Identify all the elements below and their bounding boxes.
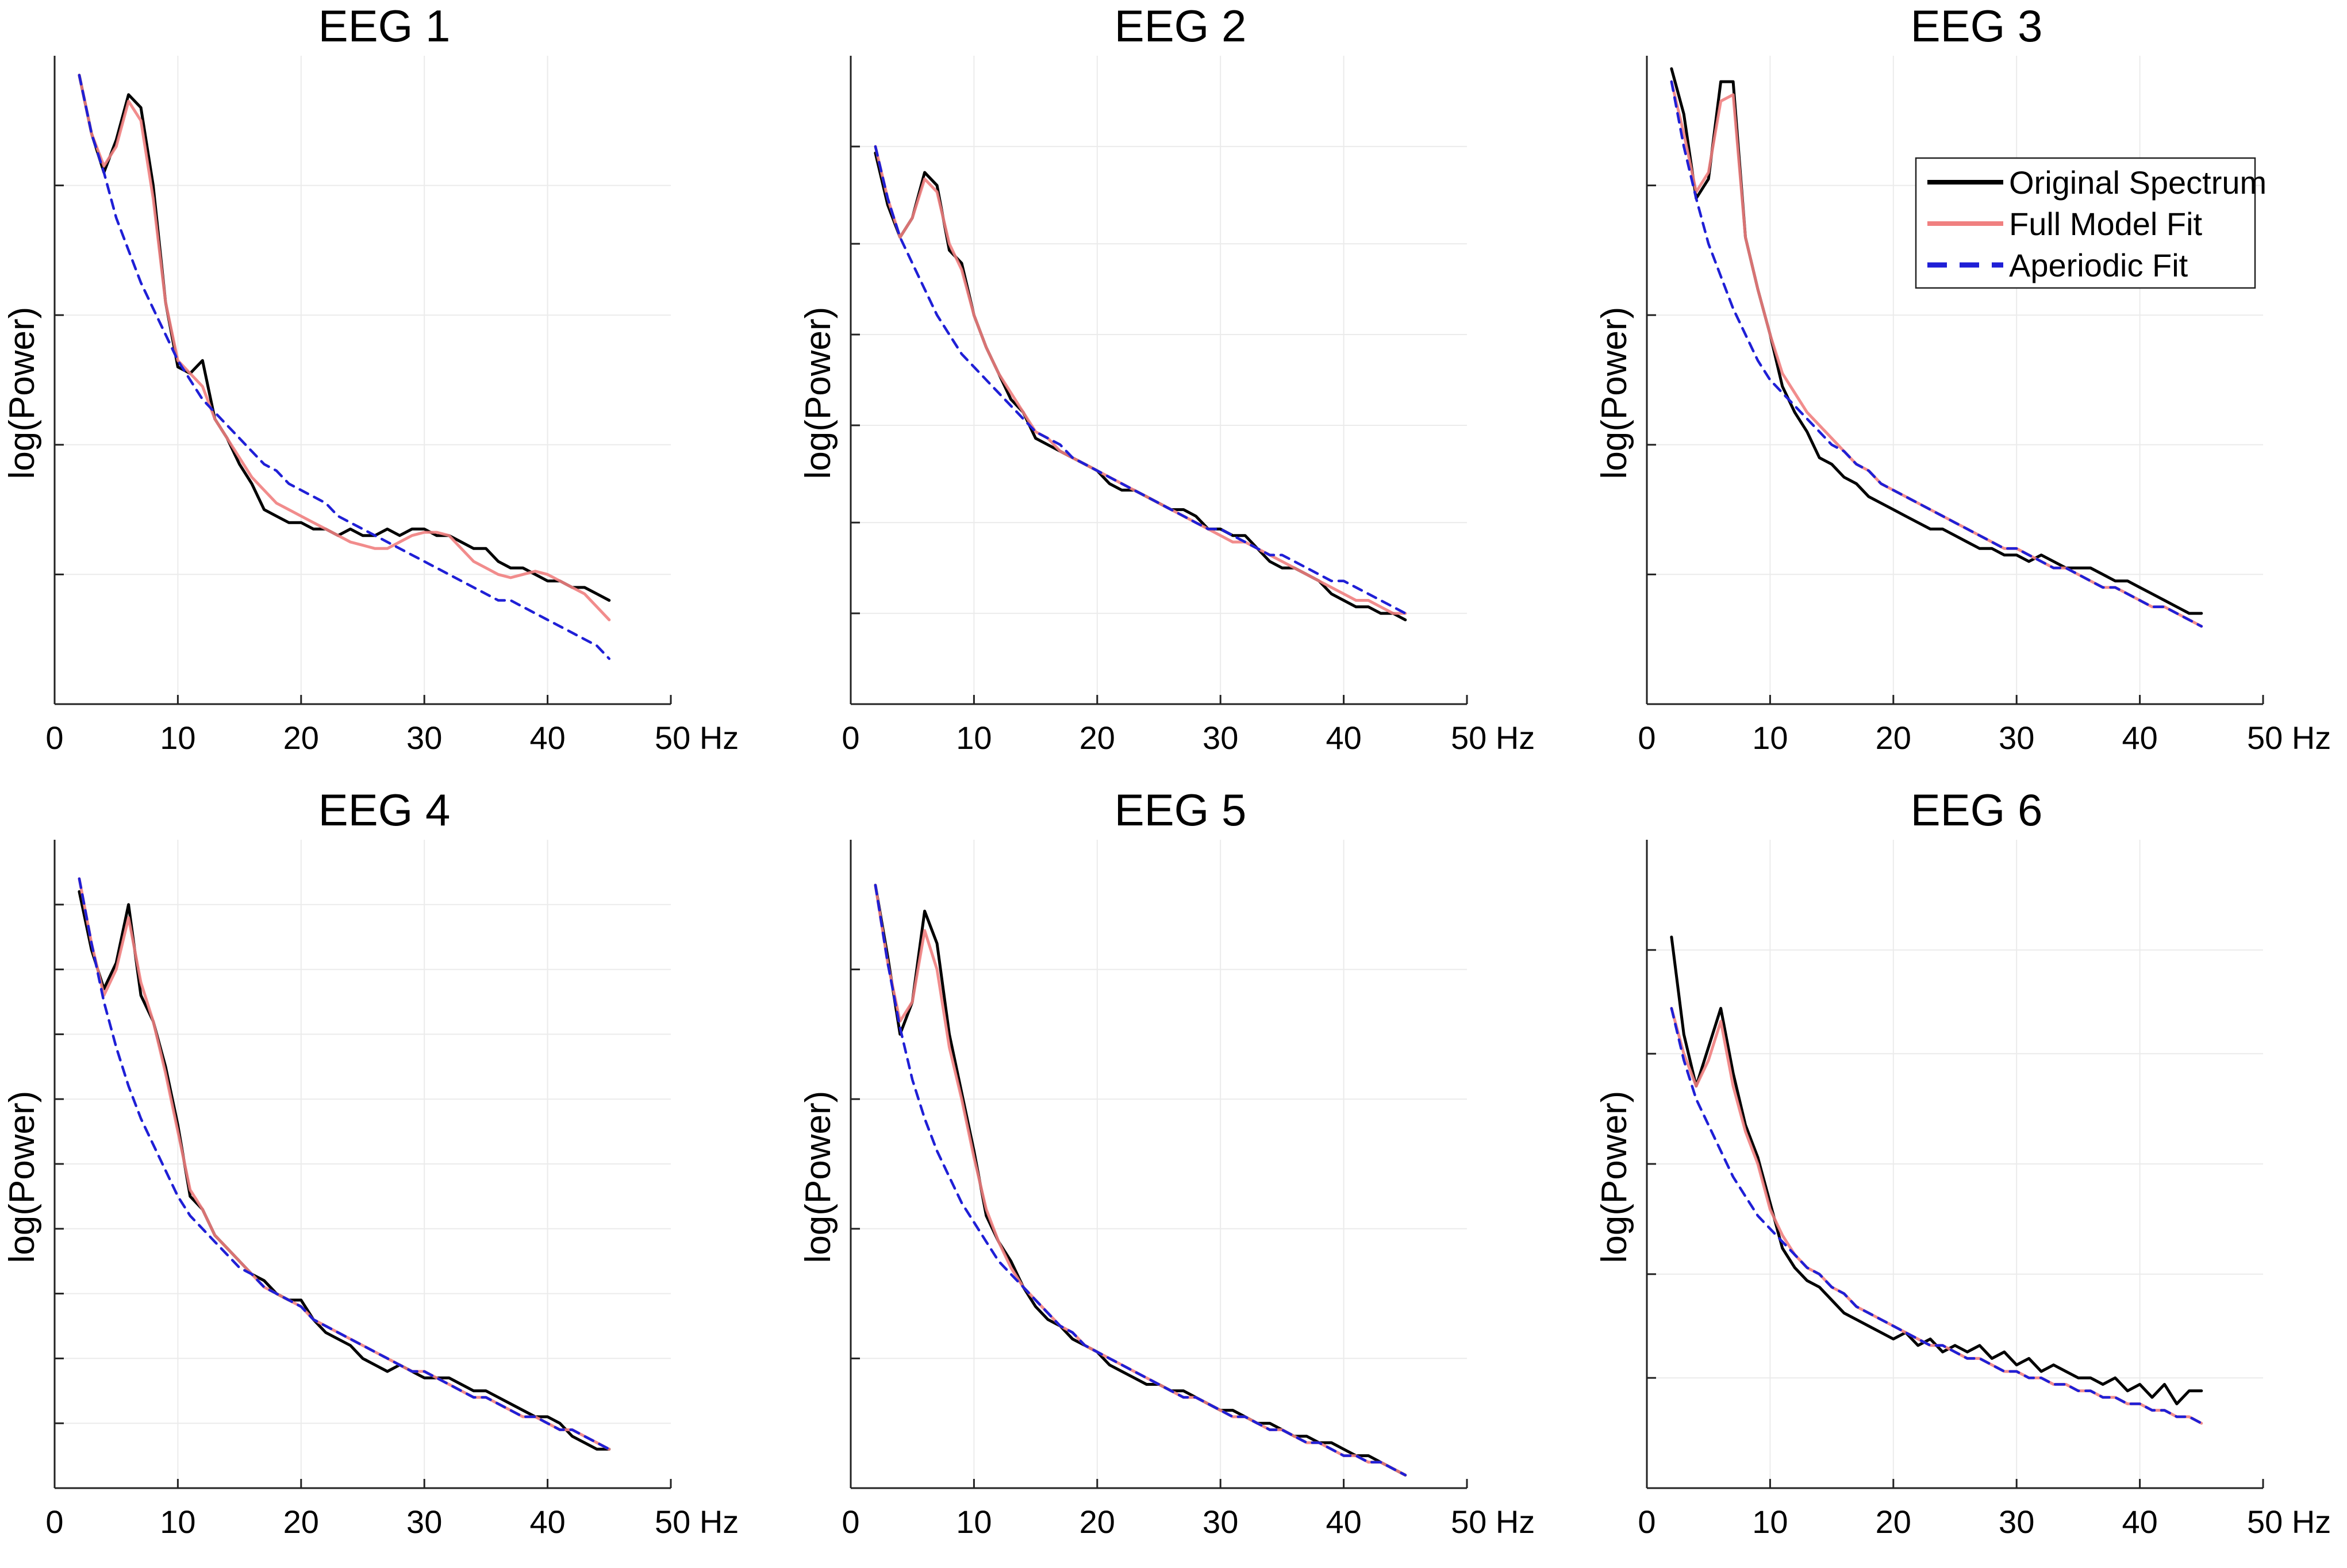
x-tick-label: 50 Hz	[655, 1504, 739, 1540]
x-tick-label: 10	[1752, 720, 1788, 756]
x-tick-label: 10	[160, 720, 195, 756]
chart-title: EEG 6	[1911, 785, 2043, 835]
chart-panel: EEG 3 0 10 20 30 40 50 Hz log(Power) Original Sp…	[1592, 0, 2347, 784]
series-line-full-model-fit	[78, 74, 611, 621]
chart-title: EEG 2	[1115, 1, 1247, 51]
legend-label: Aperiodic Fit	[2009, 247, 2188, 283]
x-tick-label: 40	[2122, 1504, 2157, 1540]
x-tick-label: 10	[1752, 1504, 1788, 1540]
series-line-aperiodic-fit	[874, 145, 1407, 615]
x-tick-label: 30	[406, 720, 442, 756]
x-tick-label: 0	[45, 720, 63, 756]
y-axis-label: log(Power)	[1595, 1091, 1634, 1263]
chart-panel: EEG 1 0 10 20 30 40 50 Hz log(Power)	[0, 0, 793, 784]
chart-title: EEG 1	[318, 1, 451, 51]
x-tick-label: 30	[1999, 1504, 2034, 1540]
x-tick-label: 20	[1080, 720, 1115, 756]
x-tick-label: 30	[1203, 720, 1238, 756]
chart-title: EEG 4	[318, 785, 451, 835]
series-line-original-spectrum	[78, 74, 611, 602]
series-line-original-spectrum	[874, 151, 1407, 621]
x-tick-label: 0	[842, 720, 859, 756]
chart-panel: EEG 2 0 10 20 30 40 50 Hz log(Power)	[796, 0, 1589, 784]
legend-label: Full Model Fit	[2009, 206, 2203, 242]
x-tick-label: 30	[406, 1504, 442, 1540]
series-line-full-model-fit	[1670, 1006, 2203, 1425]
x-tick-label: 20	[283, 720, 319, 756]
x-tick-label: 20	[1876, 720, 1911, 756]
legend: Original Spectrum Full Model Fit Aperiodic…	[1915, 157, 2267, 289]
x-tick-label: 40	[1326, 1504, 1361, 1540]
chart-svg: EEG 5 0 10 20 30 40 50 Hz log(Power)	[798, 785, 1535, 1540]
chart-panel: EEG 4 0 10 20 30 40 50 Hz log(Power)	[0, 784, 793, 1568]
chart-svg: EEG 4 0 10 20 30 40 50 Hz log(Power)	[2, 785, 739, 1540]
x-tick-label: 40	[529, 1504, 565, 1540]
series-line-full-model-fit	[874, 883, 1407, 1477]
x-tick-label: 20	[1080, 1504, 1115, 1540]
chart-panel: EEG 5 0 10 20 30 40 50 Hz log(Power)	[796, 784, 1589, 1568]
x-tick-label: 0	[45, 1504, 63, 1540]
y-axis-label: log(Power)	[1595, 307, 1634, 479]
x-tick-label: 40	[1326, 720, 1361, 756]
series-line-aperiodic-fit	[874, 883, 1407, 1477]
x-tick-label: 40	[529, 720, 565, 756]
chart-panel: EEG 6 0 10 20 30 40 50 Hz log(Power)	[1592, 784, 2347, 1568]
x-tick-label: 10	[160, 1504, 195, 1540]
chart-svg: EEG 1 0 10 20 30 40 50 Hz log(Power)	[2, 1, 739, 756]
x-tick-label: 0	[1638, 1504, 1655, 1540]
series-line-original-spectrum	[874, 883, 1407, 1477]
x-tick-label: 40	[2122, 720, 2157, 756]
series-line-original-spectrum	[1670, 935, 2203, 1405]
x-tick-label: 50 Hz	[655, 720, 739, 756]
series-line-aperiodic-fit	[78, 877, 611, 1451]
chart-svg: EEG 6 0 10 20 30 40 50 Hz log(Power)	[1595, 785, 2331, 1540]
series-line-full-model-fit	[874, 145, 1407, 615]
x-tick-label: 50 Hz	[2247, 1504, 2331, 1540]
y-axis-label: log(Power)	[798, 1091, 838, 1263]
chart-title: EEG 5	[1115, 785, 1247, 835]
series-line-aperiodic-fit	[1670, 80, 2203, 628]
series-line-original-spectrum	[78, 890, 611, 1451]
x-tick-label: 20	[1876, 1504, 1911, 1540]
series-line-aperiodic-fit	[1670, 1007, 2203, 1425]
x-tick-label: 20	[283, 1504, 319, 1540]
x-tick-label: 50 Hz	[1451, 1504, 1535, 1540]
x-tick-label: 50 Hz	[2247, 720, 2331, 756]
x-tick-label: 30	[1999, 720, 2034, 756]
y-axis-label: log(Power)	[2, 1091, 42, 1263]
y-axis-label: log(Power)	[2, 307, 42, 479]
x-tick-label: 0	[842, 1504, 859, 1540]
x-tick-label: 10	[956, 720, 992, 756]
chart-svg: EEG 2 0 10 20 30 40 50 Hz log(Power)	[798, 1, 1535, 756]
x-tick-label: 30	[1203, 1504, 1238, 1540]
chart-svg: EEG 3 0 10 20 30 40 50 Hz log(Power) Original Sp…	[1595, 1, 2331, 756]
x-tick-label: 50 Hz	[1451, 720, 1535, 756]
x-tick-label: 10	[956, 1504, 992, 1540]
series-line-aperiodic-fit	[78, 74, 611, 660]
chart-title: EEG 3	[1911, 1, 2043, 51]
series-line-original-spectrum	[1670, 67, 2203, 615]
x-tick-label: 0	[1638, 720, 1655, 756]
y-axis-label: log(Power)	[798, 307, 838, 479]
legend-label: Original Spectrum	[2009, 164, 2267, 201]
